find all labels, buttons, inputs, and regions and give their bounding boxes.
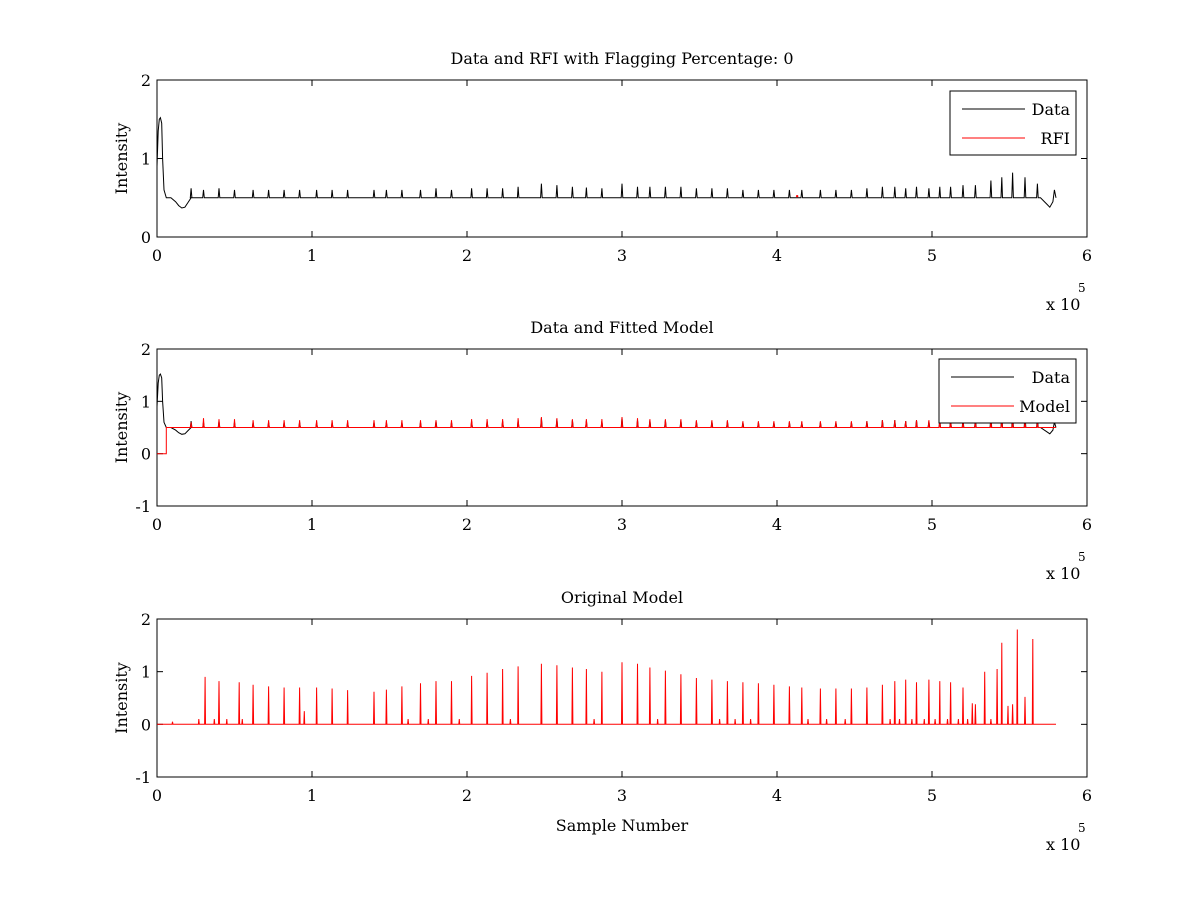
y-tick-label: -1 <box>135 497 151 516</box>
x-tick-label: 1 <box>307 515 317 534</box>
legend-box <box>949 90 1077 156</box>
y-tick-label: 1 <box>141 392 151 411</box>
x-tick-label: 2 <box>462 786 472 805</box>
x-multiplier-exponent: 5 <box>1078 281 1086 295</box>
y-tick-label: 0 <box>141 715 151 734</box>
x-tick-label: 1 <box>307 786 317 805</box>
y-axis-label: Intensity <box>112 392 131 464</box>
legend-label: RFI <box>1041 129 1070 148</box>
y-tick-label: 1 <box>141 663 151 682</box>
x-multiplier-base: x 10 <box>1046 564 1080 583</box>
x-tick-label: 3 <box>617 246 627 265</box>
x-tick-label: 2 <box>462 515 472 534</box>
y-tick-label: 0 <box>141 228 151 247</box>
legend-label: Data <box>1032 368 1071 387</box>
x-tick-label: 2 <box>462 246 472 265</box>
chart-title: Data and Fitted Model <box>530 318 713 337</box>
x-tick-label: 1 <box>307 246 317 265</box>
x-multiplier-exponent: 5 <box>1078 550 1086 564</box>
y-tick-label: -1 <box>135 768 151 787</box>
y-tick-label: 0 <box>141 445 151 464</box>
x-tick-label: 6 <box>1082 515 1092 534</box>
x-tick-label: 4 <box>772 786 782 805</box>
x-tick-label: 0 <box>152 515 162 534</box>
x-axis-label: Sample Number <box>556 816 689 835</box>
y-tick-label: 2 <box>141 71 151 90</box>
x-tick-label: 3 <box>617 515 627 534</box>
x-multiplier-exponent: 5 <box>1078 821 1086 835</box>
y-axis-label: Intensity <box>112 123 131 195</box>
y-tick-label: 1 <box>141 150 151 169</box>
series-line-data <box>156 116 1057 209</box>
chart-title: Data and RFI with Flagging Percentage: 0 <box>450 49 793 68</box>
x-tick-label: 4 <box>772 246 782 265</box>
x-tick-label: 0 <box>152 246 162 265</box>
legend-label: Data <box>1032 100 1071 119</box>
x-tick-label: 0 <box>152 786 162 805</box>
legend-box <box>938 358 1077 424</box>
chart-title: Original Model <box>561 588 683 607</box>
legend-label: Model <box>1019 397 1070 416</box>
y-tick-label: 2 <box>141 340 151 359</box>
x-tick-label: 6 <box>1082 246 1092 265</box>
x-tick-label: 5 <box>927 515 937 534</box>
y-axis-label: Intensity <box>112 662 131 734</box>
series-line-model <box>157 629 1056 725</box>
x-tick-label: 4 <box>772 515 782 534</box>
x-multiplier-base: x 10 <box>1046 295 1080 314</box>
x-tick-label: 3 <box>617 786 627 805</box>
x-tick-label: 5 <box>927 786 937 805</box>
x-multiplier-base: x 10 <box>1046 835 1080 854</box>
axes-frame <box>156 79 1088 238</box>
y-tick-label: 2 <box>141 610 151 629</box>
rfi-point <box>795 194 799 198</box>
x-tick-label: 5 <box>927 246 937 265</box>
series-line-model <box>157 416 1056 455</box>
x-tick-label: 6 <box>1082 786 1092 805</box>
